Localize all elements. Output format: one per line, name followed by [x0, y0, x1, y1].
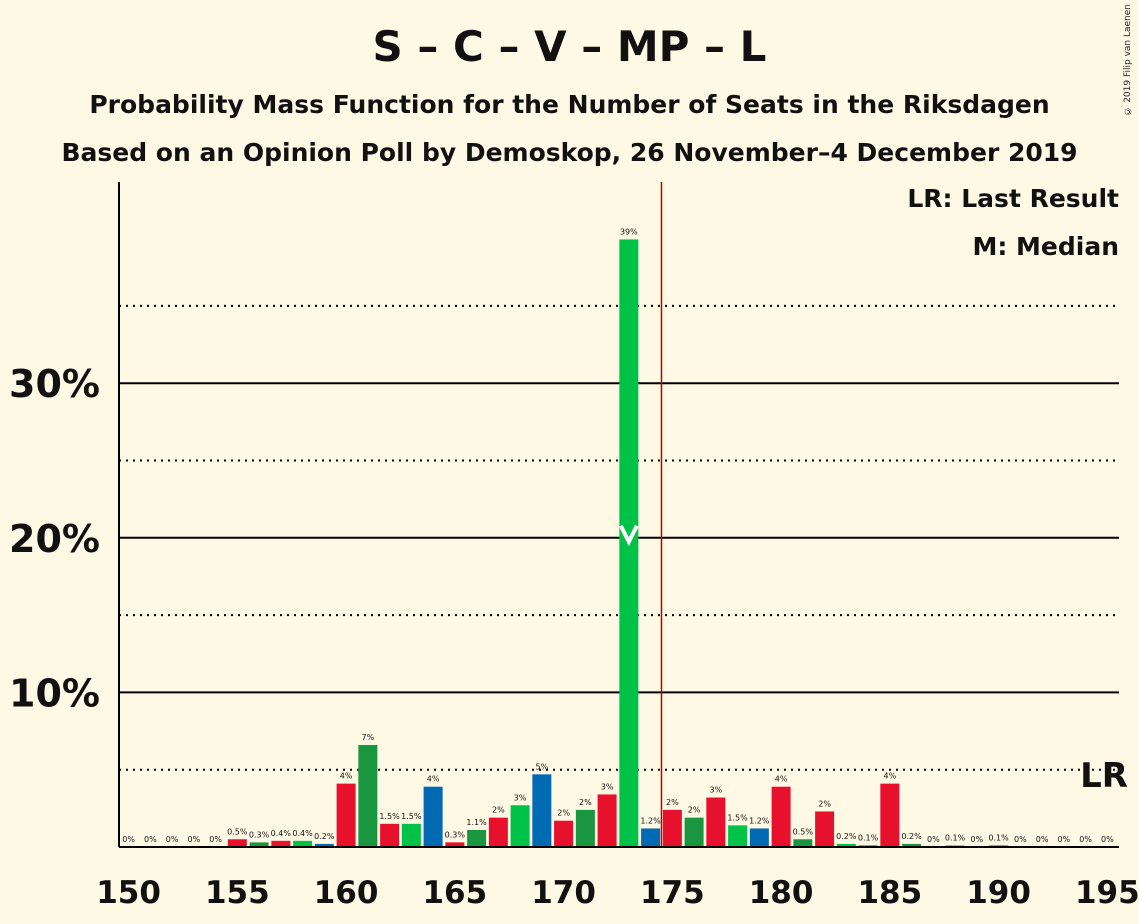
bar-data-label: 0%: [187, 835, 200, 844]
bar-157: [271, 840, 291, 847]
bar-data-label: 0.1%: [988, 833, 1009, 842]
bar-180: [771, 786, 791, 847]
y-tick-label: 10%: [9, 671, 100, 715]
bar-data-label: 0.2%: [901, 832, 922, 841]
chart-subtitle-source: Based on an Opinion Poll by Demoskop, 26…: [61, 138, 1078, 167]
x-tick-label: 170: [531, 875, 596, 911]
bar-175: [662, 809, 682, 847]
bar-181: [793, 839, 813, 847]
median-marker: [619, 524, 639, 547]
bar-163: [401, 823, 421, 847]
bar-166: [467, 829, 487, 847]
bar-data-label: 0.5%: [793, 827, 814, 836]
bar-172: [597, 794, 617, 847]
x-tick-label: 175: [640, 875, 705, 911]
legend-last-result: LR: Last Result: [907, 184, 1119, 213]
legend-median: M: Median: [972, 232, 1119, 261]
bar-data-label: 2%: [666, 798, 679, 807]
bar-164: [423, 786, 443, 847]
bar-data-label: 0.4%: [271, 829, 292, 838]
bar-155: [227, 839, 247, 847]
bar-186: [902, 843, 922, 847]
y-tick-label: 30%: [9, 362, 100, 406]
bar-156: [249, 842, 269, 847]
bar-data-label: 0%: [122, 835, 135, 844]
bar-170: [554, 820, 574, 847]
x-tick-label: 165: [422, 875, 487, 911]
x-tick-label: 195: [1075, 875, 1139, 911]
bar-182: [815, 811, 835, 847]
bar-158: [293, 840, 313, 847]
bar-169: [532, 774, 552, 847]
bar-174: [641, 828, 661, 847]
bar-165: [445, 842, 465, 847]
bar-data-label: 1.5%: [379, 812, 400, 821]
bar-data-label: 5%: [535, 762, 548, 771]
bar-data-label: 0%: [1057, 835, 1070, 844]
chart-title: S – C – V – MP – L: [372, 22, 767, 71]
bar-183: [836, 843, 856, 847]
x-tick-label: 185: [857, 875, 922, 911]
bar-data-label: 4%: [427, 775, 440, 784]
last-result-marker: LR: [1080, 756, 1128, 796]
y-tick-label: 20%: [9, 517, 100, 561]
bar-data-label: 1.5%: [727, 813, 748, 822]
bar-data-label: 0%: [1036, 835, 1049, 844]
bar-data-label: 0%: [144, 835, 157, 844]
bar-185: [880, 783, 900, 847]
bar-data-label: 1.1%: [466, 818, 487, 827]
bar-179: [749, 828, 769, 847]
bar-data-label: 4%: [340, 772, 353, 781]
bar-data-label: 0.4%: [292, 829, 313, 838]
bar-159: [314, 843, 334, 847]
bar-178: [728, 825, 748, 847]
bar-data-label: 3%: [601, 782, 614, 791]
bar-160: [336, 783, 356, 847]
x-tick-label: 160: [314, 875, 379, 911]
bar-data-label: 0.3%: [249, 830, 270, 839]
bar-data-label: 0%: [1101, 835, 1114, 844]
bar-data-label: 3%: [514, 793, 527, 802]
bar-162: [380, 823, 400, 847]
bar-data-label: 2%: [688, 806, 701, 815]
bar-data-label: 3%: [709, 786, 722, 795]
bar-data-label: 0.1%: [945, 833, 966, 842]
bar-161: [358, 744, 378, 847]
bar-data-label: 2%: [492, 806, 505, 815]
x-tick-label: 180: [749, 875, 814, 911]
bar-data-label: 2%: [818, 799, 831, 808]
bar-data-label: 0%: [166, 835, 179, 844]
bar-data-label: 4%: [775, 775, 788, 784]
bar-data-label: 2%: [557, 809, 570, 818]
bar-data-label: 1.2%: [749, 816, 770, 825]
bar-176: [684, 817, 704, 847]
chart-subtitle: Probability Mass Function for the Number…: [89, 90, 1050, 119]
x-tick-label: 150: [96, 875, 161, 911]
bar-167: [488, 817, 508, 847]
bar-data-label: 0%: [1014, 835, 1027, 844]
bar-data-label: 4%: [883, 772, 896, 781]
bar-data-label: 0.1%: [858, 833, 879, 842]
x-tick-label: 190: [966, 875, 1031, 911]
bar-data-label: 0%: [1079, 835, 1092, 844]
bar-data-label: 1.5%: [401, 812, 422, 821]
bar-data-label: 0.3%: [445, 830, 466, 839]
x-tick-label: 155: [205, 875, 270, 911]
bar-168: [510, 805, 530, 847]
bar-data-label: 7%: [361, 733, 374, 742]
bar-177: [706, 797, 726, 847]
bar-data-label: 0.2%: [314, 832, 335, 841]
bar-data-label: 0%: [209, 835, 222, 844]
bar-data-label: 0.5%: [227, 827, 248, 836]
bar-171: [575, 809, 595, 847]
bar-data-label: 1.2%: [640, 816, 661, 825]
bar-data-label: 0.2%: [836, 832, 857, 841]
bar-data-label: 0%: [970, 835, 983, 844]
bar-data-label: 0%: [927, 835, 940, 844]
bar-data-label: 39%: [620, 227, 638, 236]
bar-data-label: 2%: [579, 798, 592, 807]
